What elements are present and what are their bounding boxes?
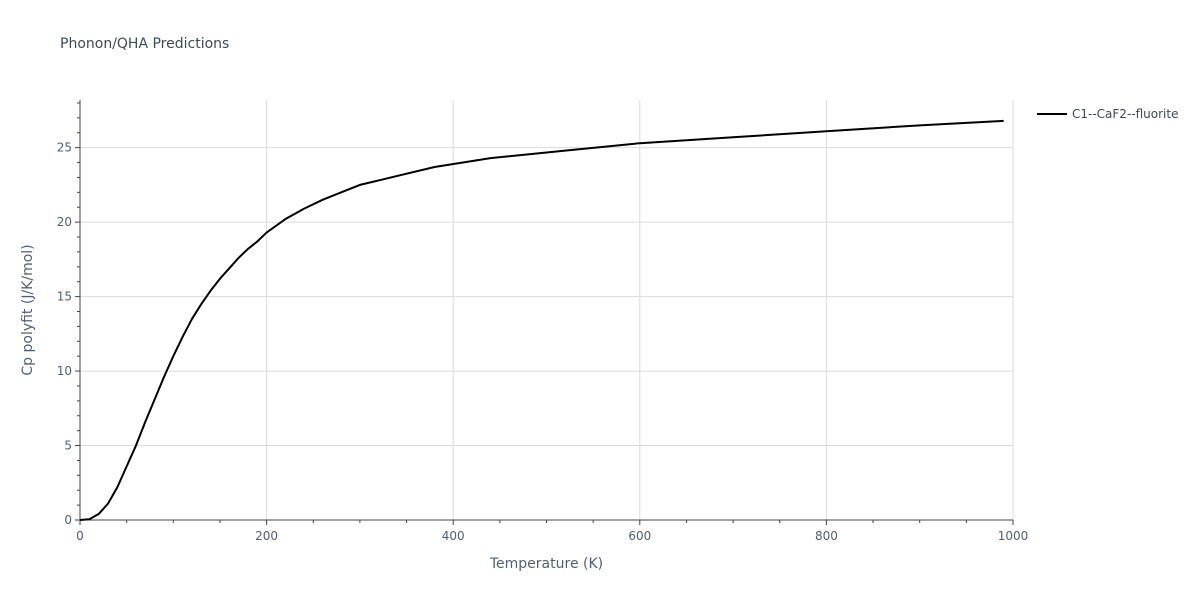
minor-ticks	[77, 102, 967, 523]
series-line	[79, 119, 1004, 521]
legend-label: C1--CaF2--fluorite	[1072, 107, 1178, 121]
x-tick-label: 400	[442, 529, 465, 543]
y-axis-ticks: 0 5 10 15 20 25	[57, 141, 80, 527]
series-layer	[79, 119, 1004, 521]
y-tick-label: 5	[64, 439, 72, 453]
legend-item[interactable]: C1--CaF2--fluorite	[1037, 107, 1178, 121]
legend[interactable]: C1--CaF2--fluorite	[1037, 107, 1178, 121]
y-tick-label: 15	[57, 290, 72, 304]
y-tick-label: 10	[57, 364, 72, 378]
x-axis-ticks: 0 200 400 600 800 1000	[76, 520, 1028, 543]
x-tick-label: 800	[815, 529, 838, 543]
y-axis-title: Cp polyfit (J/K/mol)	[20, 244, 36, 375]
chart-title: Phonon/QHA Predictions	[60, 36, 230, 52]
x-tick-label: 1000	[998, 529, 1029, 543]
x-tick-label: 200	[255, 529, 278, 543]
y-tick-label: 20	[57, 215, 72, 229]
y-tick-label: 0	[64, 513, 72, 527]
x-axis-title: Temperature (K)	[489, 556, 603, 572]
y-tick-label: 25	[57, 141, 72, 155]
x-tick-label: 600	[628, 529, 651, 543]
x-tick-label: 0	[76, 529, 84, 543]
grid-lines	[80, 100, 1014, 520]
